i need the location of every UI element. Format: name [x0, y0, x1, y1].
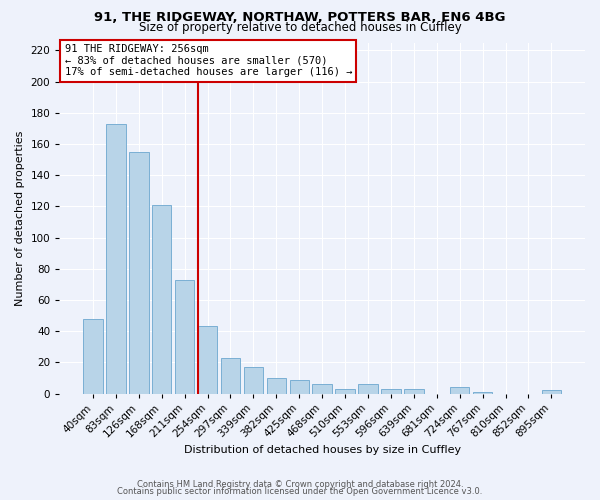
- Bar: [152, 205, 172, 394]
- Bar: [542, 390, 561, 394]
- Bar: [404, 389, 424, 394]
- Bar: [313, 384, 332, 394]
- Bar: [358, 384, 378, 394]
- Text: 91 THE RIDGEWAY: 256sqm
← 83% of detached houses are smaller (570)
17% of semi-d: 91 THE RIDGEWAY: 256sqm ← 83% of detache…: [65, 44, 352, 78]
- Bar: [244, 367, 263, 394]
- Bar: [335, 389, 355, 394]
- Text: Contains HM Land Registry data © Crown copyright and database right 2024.: Contains HM Land Registry data © Crown c…: [137, 480, 463, 489]
- Bar: [266, 378, 286, 394]
- Text: Contains public sector information licensed under the Open Government Licence v3: Contains public sector information licen…: [118, 488, 482, 496]
- Text: Size of property relative to detached houses in Cuffley: Size of property relative to detached ho…: [139, 21, 461, 34]
- Bar: [473, 392, 493, 394]
- Bar: [381, 389, 401, 394]
- Bar: [129, 152, 149, 394]
- Bar: [450, 388, 469, 394]
- Bar: [83, 318, 103, 394]
- Bar: [175, 280, 194, 394]
- Bar: [221, 358, 240, 394]
- Bar: [106, 124, 125, 394]
- Bar: [198, 326, 217, 394]
- X-axis label: Distribution of detached houses by size in Cuffley: Distribution of detached houses by size …: [184, 445, 461, 455]
- Text: 91, THE RIDGEWAY, NORTHAW, POTTERS BAR, EN6 4BG: 91, THE RIDGEWAY, NORTHAW, POTTERS BAR, …: [94, 11, 506, 24]
- Y-axis label: Number of detached properties: Number of detached properties: [15, 130, 25, 306]
- Bar: [290, 380, 309, 394]
